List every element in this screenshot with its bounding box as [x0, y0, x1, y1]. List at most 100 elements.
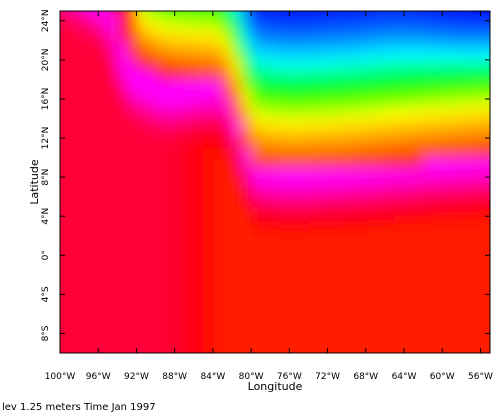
heatmap-cell	[212, 177, 224, 188]
heatmap-cell	[107, 225, 118, 237]
heatmap-cell	[413, 50, 424, 61]
heatmap-cell	[375, 138, 386, 149]
heatmap-cell	[98, 274, 109, 286]
heatmap-cell	[88, 206, 99, 217]
heatmap-cell	[146, 274, 157, 286]
heatmap-cell	[308, 50, 319, 61]
heatmap-cell	[413, 79, 424, 90]
heatmap-cell	[126, 255, 138, 266]
heatmap-cell	[251, 79, 262, 90]
heatmap-cell	[500, 40, 504, 50]
heatmap-cell	[270, 294, 281, 305]
heatmap-cell	[193, 255, 204, 266]
heatmap-cell	[60, 343, 71, 353]
heatmap-cell	[490, 60, 500, 70]
heatmap-cell	[404, 294, 415, 305]
heatmap-cell	[480, 284, 490, 295]
heatmap-cell	[117, 138, 128, 149]
heatmap-cell	[79, 128, 90, 139]
heatmap-cell	[41, 0, 51, 2]
heatmap-cell	[174, 235, 185, 247]
heatmap-cell	[298, 108, 310, 120]
heatmap-cell	[107, 294, 118, 305]
heatmap-cell	[88, 323, 99, 335]
heatmap-cell	[365, 304, 376, 315]
heatmap-cell	[203, 274, 214, 286]
heatmap-cell	[327, 89, 338, 100]
heatmap-cell	[365, 89, 376, 100]
heatmap-cell	[212, 216, 224, 227]
heatmap-cell	[117, 333, 128, 344]
heatmap-cell	[146, 186, 157, 198]
x-tick-label: 64°W	[392, 372, 417, 382]
heatmap-cell	[432, 177, 443, 188]
heatmap-cell	[279, 186, 290, 198]
heatmap-cell	[318, 284, 329, 295]
heatmap-cell	[126, 274, 138, 286]
heatmap-cell	[155, 225, 166, 237]
heatmap-cell	[41, 187, 51, 197]
heatmap-cell	[270, 265, 281, 276]
heatmap-cell	[126, 79, 138, 90]
heatmap-cell	[346, 343, 357, 353]
heatmap-cell	[413, 20, 424, 32]
heatmap-cell	[107, 138, 118, 149]
heatmap-cell	[279, 40, 290, 51]
heatmap-cell	[241, 323, 252, 335]
x-tick-label: 56°W	[468, 372, 493, 382]
heatmap-cell	[461, 304, 472, 315]
heatmap-cell	[318, 79, 329, 90]
heatmap-cell	[413, 138, 424, 149]
heatmap-cell	[88, 274, 99, 286]
heatmap-cell	[193, 40, 204, 51]
heatmap-cell	[442, 294, 453, 305]
heatmap-cell	[480, 30, 490, 41]
heatmap-cell	[318, 157, 329, 168]
heatmap-cell	[461, 206, 472, 217]
heatmap-cell	[423, 98, 434, 110]
heatmap-cell	[347, 353, 357, 363]
heatmap-cell	[165, 333, 176, 344]
heatmap-cell	[31, 285, 41, 295]
heatmap-cell	[222, 59, 233, 71]
heatmap-cell	[470, 138, 482, 149]
heatmap-cell	[394, 265, 405, 276]
heatmap-cell	[251, 274, 262, 286]
heatmap-cell	[126, 11, 138, 12]
heatmap-cell	[194, 353, 204, 363]
heatmap-cell	[212, 69, 224, 80]
heatmap-cell	[31, 50, 41, 60]
heatmap-cell	[88, 225, 99, 237]
heatmap-cell	[260, 196, 271, 208]
heatmap-cell	[423, 333, 434, 344]
heatmap-cell	[146, 313, 157, 325]
heatmap-cell	[318, 274, 329, 286]
heatmap-cell	[146, 30, 157, 41]
heatmap-cell	[222, 313, 233, 325]
heatmap-cell	[346, 284, 357, 295]
heatmap-cell	[384, 186, 396, 198]
heatmap-cell	[490, 0, 500, 2]
heatmap-cell	[308, 0, 318, 2]
heatmap-cell	[222, 11, 233, 22]
heatmap-cell	[126, 216, 138, 227]
heatmap-cell	[442, 11, 453, 12]
heatmap-cell	[203, 225, 214, 237]
heatmap-cell	[69, 313, 80, 325]
heatmap-cell	[107, 206, 118, 217]
heatmap-cell	[155, 186, 166, 198]
heatmap-cell	[260, 157, 271, 168]
heatmap-cell	[184, 69, 195, 80]
heatmap-cell	[432, 255, 443, 266]
heatmap-cell	[136, 343, 147, 353]
heatmap-cell	[31, 373, 41, 383]
heatmap-cell	[490, 324, 500, 334]
heatmap-cell	[279, 50, 290, 61]
heatmap-cell	[98, 30, 109, 41]
heatmap-cell	[480, 343, 490, 353]
heatmap-cell	[451, 265, 462, 276]
heatmap-cell	[394, 177, 405, 188]
heatmap-cell	[117, 167, 128, 178]
heatmap-cell	[337, 255, 348, 266]
heatmap-cell	[471, 0, 481, 2]
